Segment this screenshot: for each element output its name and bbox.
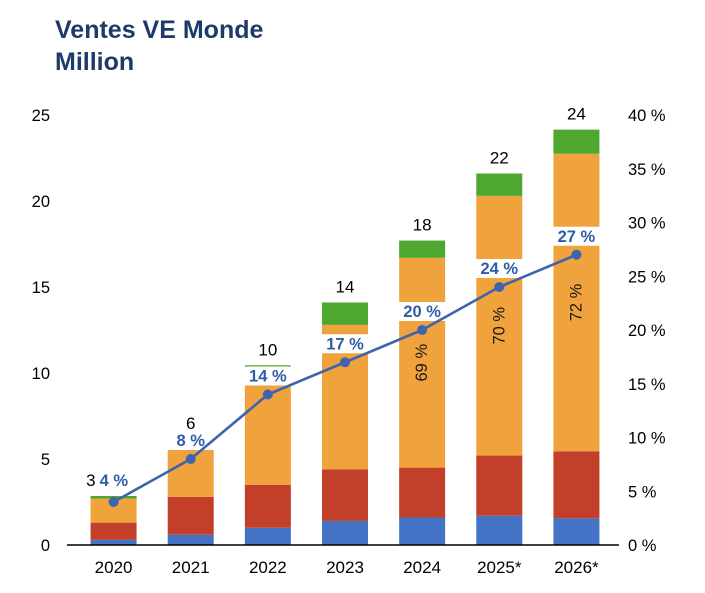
bar-2023-segment-blue-bottom <box>322 520 368 545</box>
trend-point <box>571 249 582 260</box>
trend-label-bg <box>398 302 447 321</box>
trend-label: 27 % <box>558 228 596 246</box>
bar-2020-segment-red-lower <box>90 522 137 540</box>
left-axis-tick: 20 <box>32 193 50 211</box>
bar-2023-segment-red-lower <box>322 469 368 521</box>
right-axis-tick: 40 % <box>628 107 666 125</box>
bar-2021-segment-orange-main <box>167 443 214 497</box>
right-axis-tick: 5 % <box>628 483 657 501</box>
x-axis-label: 2025* <box>477 558 522 577</box>
right-axis-tick: 10 % <box>628 430 666 448</box>
bar-2022-segment-blue-bottom <box>244 527 291 545</box>
bar-total-label: 3 <box>86 471 95 490</box>
right-axis-tick: 20 % <box>628 322 666 340</box>
left-axis-tick: 0 <box>41 537 50 555</box>
bar-2022-segment-red-lower <box>244 484 291 528</box>
right-axis-tick: 15 % <box>628 376 666 394</box>
trend-label: 17 % <box>326 335 364 353</box>
trend-label-bg <box>552 226 601 246</box>
bar-2021-segment-blue-bottom <box>167 534 214 545</box>
left-axis-tick: 5 <box>41 451 50 469</box>
bar-2024-segment-red-lower <box>399 467 446 518</box>
bar-2026*-segment-blue-bottom <box>553 518 600 545</box>
trend-label: 4 % <box>100 472 129 490</box>
bar-total-label: 6 <box>186 414 195 433</box>
trend-label: 24 % <box>480 260 518 278</box>
trend-label-bg <box>243 366 292 386</box>
trend-label-bg <box>166 431 215 450</box>
trend-point <box>340 357 350 368</box>
bar-total-label: 10 <box>258 340 277 359</box>
right-axis-tick: 30 % <box>628 215 666 233</box>
trend-point <box>108 497 119 507</box>
bar-2024-segment-blue-bottom <box>399 517 446 545</box>
chart-title: Ventes VE Monde Million <box>55 16 264 76</box>
bar-2023-segment-green-top <box>322 302 368 325</box>
trend-point <box>185 454 196 464</box>
trend-label: 20 % <box>403 303 441 321</box>
trend-label-bg <box>321 334 369 354</box>
bar-2025*-segment-orange-main <box>476 195 523 456</box>
left-axis-tick: 25 <box>32 107 50 125</box>
right-axis-tick: 25 % <box>628 268 666 286</box>
bar-2026*-segment-red-lower <box>553 451 600 519</box>
bar-2025*-segment-red-lower <box>476 455 523 516</box>
bar-2025*-segment-green-top <box>476 173 523 196</box>
bar-2026*-segment-orange-main <box>553 153 600 452</box>
trend-point <box>262 389 273 400</box>
bar-2021-segment-red-lower <box>167 496 214 535</box>
trend-label-bg <box>475 259 524 278</box>
bar-total-label: 22 <box>490 148 509 167</box>
trend-label: 8 % <box>176 432 205 450</box>
x-axis-label: 2024 <box>403 558 441 577</box>
inside-bar-share-label: 70 % <box>490 307 508 345</box>
inside-bar-share-label: 72 % <box>567 283 585 321</box>
x-axis-label: 2020 <box>95 558 133 577</box>
left-axis-tick: 10 <box>32 365 50 383</box>
right-axis-tick: 0 % <box>628 537 657 555</box>
bar-2024-segment-green-top <box>399 240 446 258</box>
trend-point <box>494 282 505 292</box>
right-axis-tick: 35 % <box>628 161 666 179</box>
bar-2026*-segment-green-top <box>553 129 600 154</box>
x-axis-label: 2023 <box>326 558 364 577</box>
x-axis-label: 2026* <box>554 558 599 577</box>
bar-2020-segment-blue-bottom <box>90 539 137 545</box>
bar-2024-segment-orange-main <box>399 257 446 468</box>
inside-bar-share-label: 69 % <box>413 344 431 382</box>
trend-point <box>417 325 428 335</box>
bar-total-label: 14 <box>336 277 355 296</box>
x-axis-label: 2021 <box>172 558 210 577</box>
bar-total-label: 18 <box>413 216 432 235</box>
left-axis-tick: 15 <box>32 279 50 297</box>
bar-total-label: 24 <box>567 105 586 124</box>
bar-2025*-segment-blue-bottom <box>476 515 523 545</box>
trend-label: 14 % <box>249 368 287 386</box>
x-axis-label: 2022 <box>249 558 287 577</box>
